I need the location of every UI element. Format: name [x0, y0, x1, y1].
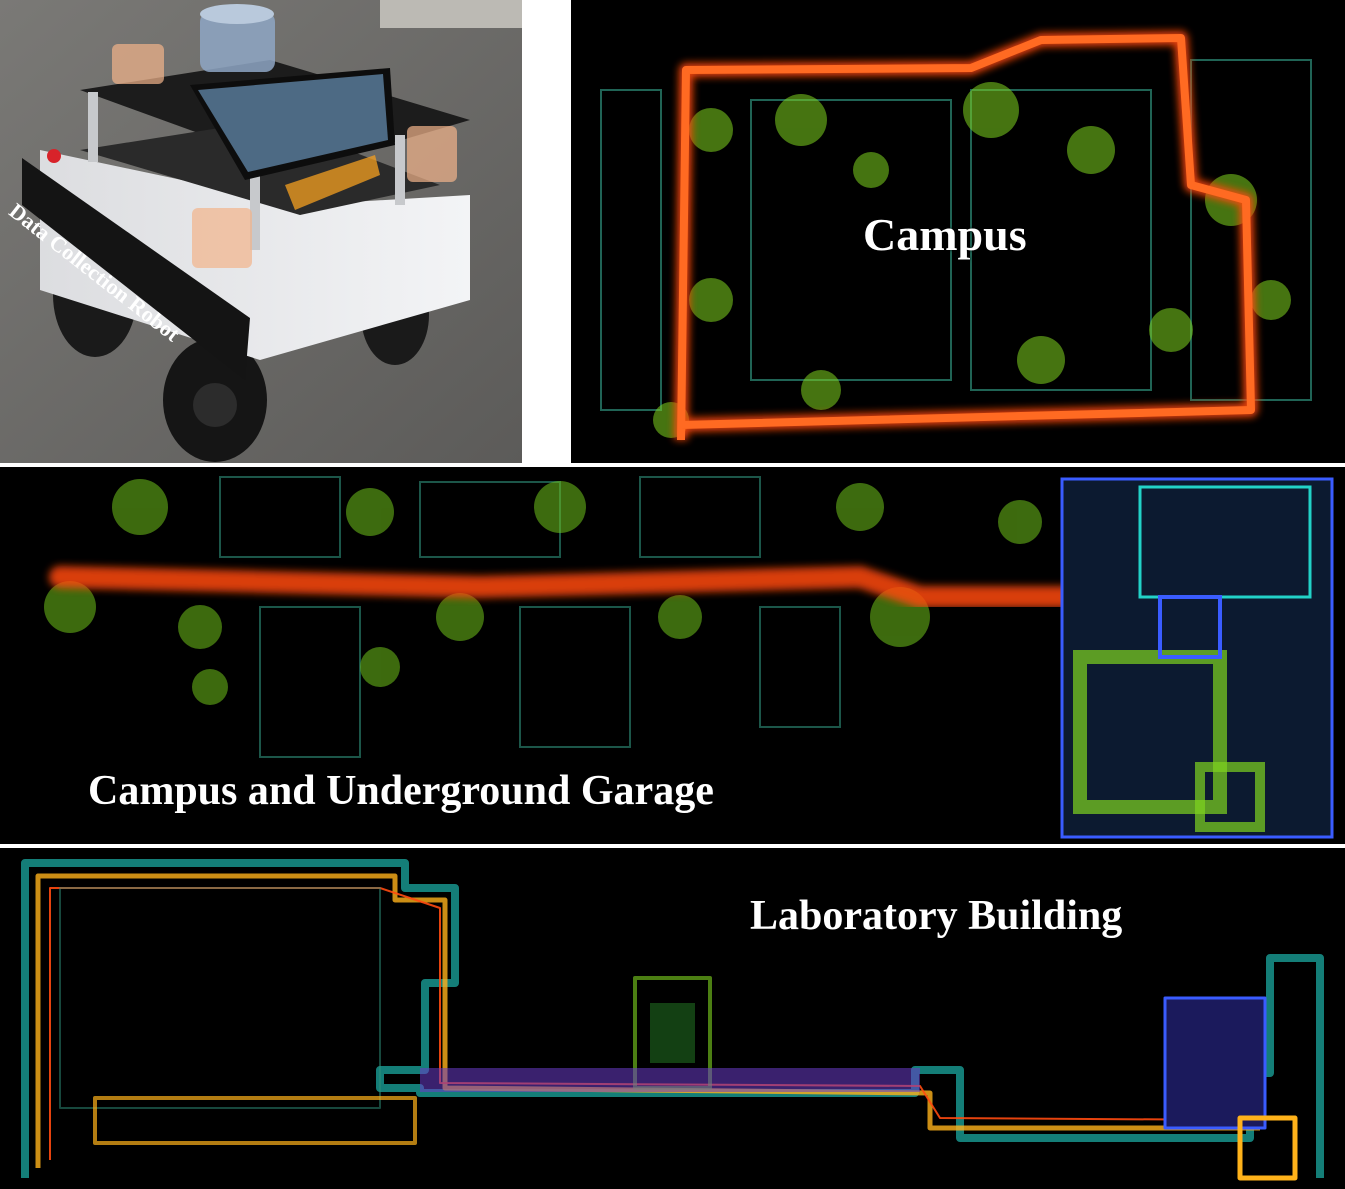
robot-body	[40, 150, 470, 360]
campus-label: Campus	[863, 209, 1027, 260]
sensor-highlight-left	[112, 44, 164, 84]
sensor-highlight-center	[285, 155, 380, 210]
front-bumper	[22, 158, 250, 380]
lab-point-cloud	[21, 859, 1324, 1181]
display-content	[198, 74, 388, 172]
garage-label: Campus and Underground Garage	[88, 768, 714, 814]
lab-label: Laboratory Building	[750, 893, 1123, 939]
vegetation-cluster	[653, 82, 1291, 438]
underground-garage	[1060, 477, 1334, 839]
lidar-sensor	[200, 12, 275, 72]
lab-map-panel: Laboratory Building	[0, 848, 1345, 1189]
emergency-stop-button	[47, 149, 61, 163]
robot-photo-panel: Data Collection Robot	[0, 0, 522, 463]
curb	[380, 0, 522, 28]
garage-point-cloud	[44, 476, 1334, 839]
robot-illustration	[0, 0, 522, 463]
garage-map-panel: Campus and Underground Garage	[0, 467, 1345, 844]
campus-point-cloud	[600, 31, 1312, 441]
campus-map-panel: Campus	[571, 0, 1345, 463]
building-outline	[21, 859, 1324, 1181]
camera-highlight-front	[192, 208, 252, 268]
camera-highlight-right	[407, 126, 457, 182]
